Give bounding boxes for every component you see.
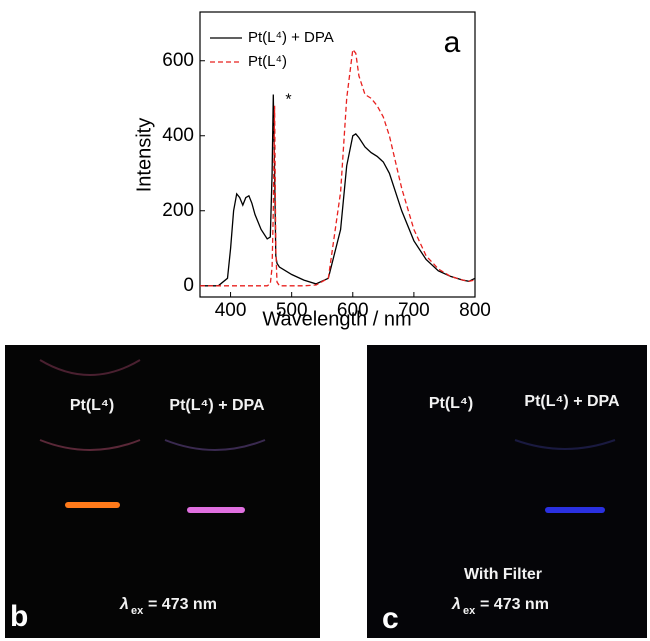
photo-label: Pt(L⁴) — [429, 395, 473, 412]
vial-outline — [514, 439, 616, 450]
annotation: * — [285, 92, 291, 109]
lambda-value: = 473 nm — [480, 596, 549, 613]
lambda-sub: ex — [463, 605, 476, 617]
vial-outline — [164, 439, 266, 451]
photo-note: With Filter — [464, 566, 542, 583]
y-tick-label: 0 — [183, 275, 194, 296]
x-tick-label: 700 — [398, 300, 430, 321]
lambda: λ — [451, 596, 461, 613]
photo-c — [367, 345, 647, 638]
x-tick-label: 500 — [276, 300, 308, 321]
x-tick-label: 800 — [459, 300, 491, 321]
x-tick-label: 600 — [337, 300, 369, 321]
vial-outline — [39, 439, 141, 451]
glow-pink — [187, 507, 245, 513]
glow-orange — [65, 502, 120, 508]
photo-label: Pt(L⁴) + DPA — [169, 397, 265, 414]
plot-frame — [199, 11, 476, 298]
x-tick-label: 400 — [215, 300, 247, 321]
series-line — [200, 47, 476, 287]
glow-blue — [545, 507, 605, 513]
photo-label: Pt(L⁴) + DPA — [524, 393, 620, 410]
y-axis-label: Intensity — [133, 118, 155, 192]
series-line — [200, 94, 476, 287]
legend-label: Pt(L⁴) + DPA — [248, 29, 334, 46]
y-tick-label: 400 — [162, 125, 194, 146]
y-tick-label: 200 — [162, 200, 194, 221]
photo-b — [5, 345, 320, 638]
panel-label: a — [444, 26, 461, 59]
lambda-value: = 473 nm — [148, 596, 217, 613]
lambda: λ — [119, 596, 129, 613]
x-axis-label: Wavelength / nm — [262, 308, 411, 330]
panel-label: c — [382, 602, 399, 635]
lambda-sub: ex — [131, 605, 144, 617]
panel-label: b — [10, 600, 28, 633]
legend-label: Pt(L⁴) — [248, 53, 287, 70]
y-tick-label: 600 — [162, 50, 194, 71]
vial-outline — [39, 359, 141, 376]
photo-label: Pt(L⁴) — [70, 397, 114, 414]
